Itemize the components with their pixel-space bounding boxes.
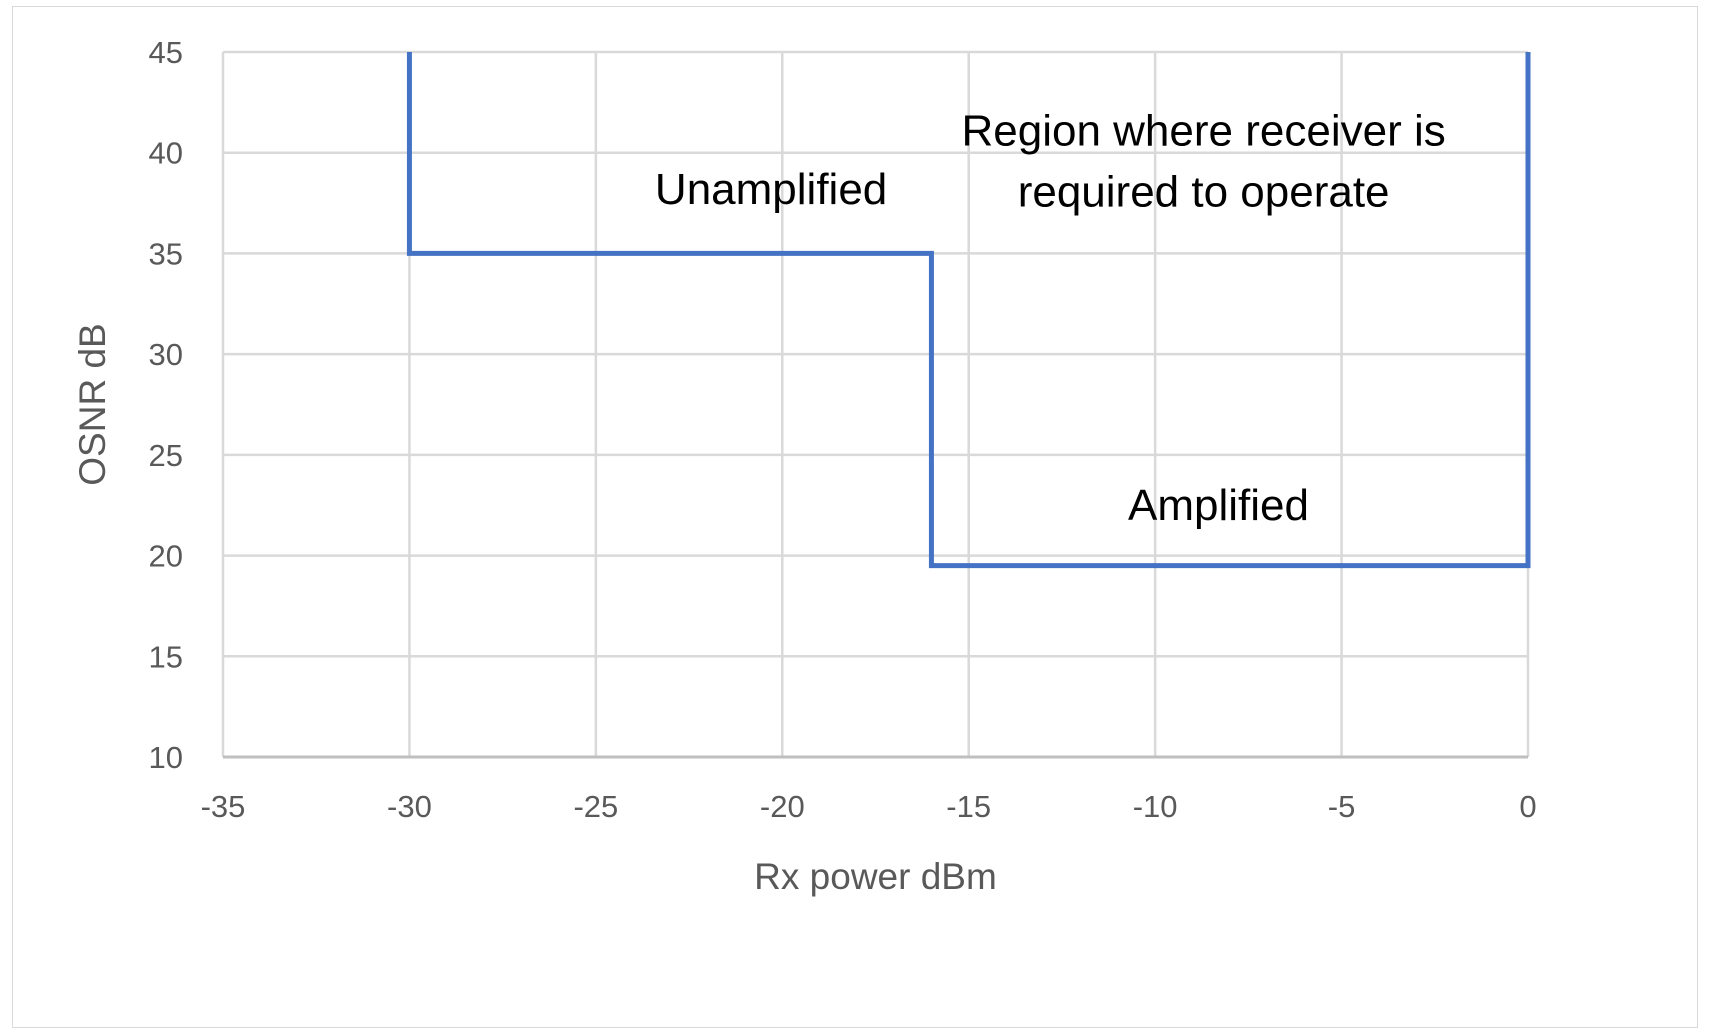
x-tick-label: -15 [946, 789, 991, 824]
x-tick-label: -10 [1133, 789, 1178, 824]
y-tick-label: 40 [149, 136, 183, 171]
chart-frame: 10 15 20 25 30 35 40 45 -35 -30 -25 -20 -15 -10 -5 0 Rx … [12, 6, 1698, 1028]
y-tick-label: 35 [149, 236, 183, 271]
series-line [406, 52, 1531, 569]
grid-layer [221, 50, 1530, 757]
x-axis-title: Rx power dBm [754, 856, 997, 897]
label-layer: Unamplified Region where receiver is requi… [655, 106, 1446, 530]
y-tick-label: 10 [149, 740, 183, 775]
annotation-amplified: Amplified [1128, 481, 1309, 530]
y-tick-label: 30 [149, 337, 183, 372]
y-axis-title: OSNR dB [72, 323, 113, 485]
x-tick-label: -30 [387, 789, 432, 824]
x-tick-label: 0 [1519, 789, 1536, 824]
y-tick-label: 20 [149, 539, 183, 574]
x-tick-label: -25 [573, 789, 618, 824]
x-tick-label: -5 [1328, 789, 1356, 824]
x-tick-label: -35 [201, 789, 246, 824]
annotation-unamplified: Unamplified [655, 165, 887, 214]
y-tick-label: 45 [149, 35, 183, 70]
annotation-region: Region where receiver is [962, 106, 1446, 155]
y-tick-label: 15 [149, 639, 183, 674]
x-tick-label: -20 [760, 789, 805, 824]
chart-svg: 10 15 20 25 30 35 40 45 -35 -30 -25 -20 -15 -10 -5 0 Rx … [72, 35, 1537, 897]
series-layer [406, 51, 1531, 569]
annotation-region: required to operate [1018, 167, 1390, 216]
y-tick-label: 25 [149, 438, 183, 473]
axis-layer: 10 15 20 25 30 35 40 45 -35 -30 -25 -20 -15 -10 -5 0 Rx … [72, 35, 1537, 897]
